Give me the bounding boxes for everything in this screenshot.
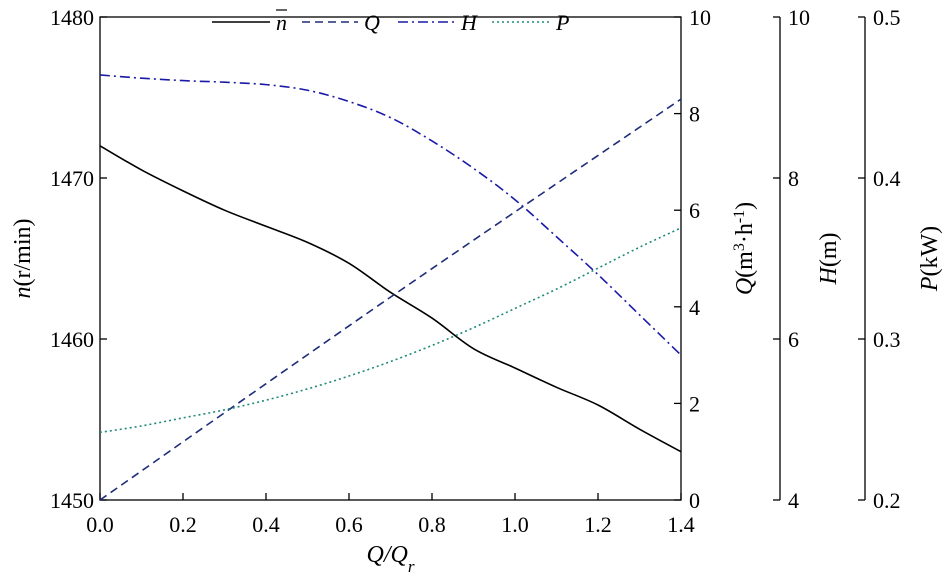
q-tick-label: 6 <box>689 198 700 223</box>
n-tick-label: 1460 <box>50 327 94 352</box>
q-tick-label: 10 <box>689 5 711 30</box>
plot-border <box>99 16 682 501</box>
legend-label-h: H <box>460 10 478 35</box>
x-tick-label: 1.0 <box>501 512 529 537</box>
series-line-n <box>99 145 682 453</box>
x-tick-label: 0.0 <box>86 512 114 537</box>
p-axis: 0.2 0.3 0.4 0.5 P(kW) <box>858 5 943 513</box>
q-tick-label: 4 <box>689 295 700 320</box>
h-tick-label: 8 <box>788 166 799 191</box>
x-axis: 0.0 0.2 0.4 0.6 0.8 1.0 1.2 1.4 Q/Qr <box>86 493 695 575</box>
series-group <box>99 74 682 501</box>
n-tick-label: 1480 <box>50 5 94 30</box>
p-tick-label: 0.2 <box>873 488 901 513</box>
n-axis: 1450 1460 1470 1480 n(r/min) <box>10 5 107 513</box>
series-line-p <box>99 227 682 434</box>
n-tick-label: 1450 <box>50 488 94 513</box>
x-axis-title: Q/Qr <box>367 542 415 575</box>
series-line-q <box>99 98 682 501</box>
h-tick-label: 10 <box>788 5 810 30</box>
h-axis: 4 6 8 10 H(m) <box>773 5 842 513</box>
h-tick-label: 4 <box>788 488 799 513</box>
x-tick-label: 1.2 <box>584 512 612 537</box>
x-tick-label: 0.2 <box>169 512 197 537</box>
p-tick-label: 0.5 <box>873 5 901 30</box>
q-axis: 0 2 4 6 8 10 Q(m3·h-1) <box>674 5 758 513</box>
q-tick-label: 0 <box>689 488 700 513</box>
q-tick-label: 2 <box>689 391 700 416</box>
x-tick-label: 0.6 <box>335 512 363 537</box>
q-tick-label: 8 <box>689 102 700 127</box>
p-tick-label: 0.3 <box>873 327 901 352</box>
n-tick-label: 1470 <box>50 166 94 191</box>
h-axis-title: H(m) <box>816 233 842 286</box>
h-tick-label: 6 <box>788 327 799 352</box>
n-axis-title: n(r/min) <box>10 219 36 299</box>
legend-label-n: n <box>276 10 287 35</box>
p-axis-title: P(kW) <box>917 226 943 292</box>
legend-label-p: P <box>555 10 569 35</box>
plot-frame <box>99 16 682 501</box>
p-tick-label: 0.4 <box>873 166 901 191</box>
legend-label-q: Q <box>364 10 380 35</box>
series-line-h <box>99 74 682 356</box>
x-tick-label: 0.4 <box>252 512 280 537</box>
q-axis-title: Q(m3·h-1) <box>731 202 759 295</box>
x-tick-label: 0.8 <box>418 512 446 537</box>
x-tick-label: 1.4 <box>667 512 695 537</box>
